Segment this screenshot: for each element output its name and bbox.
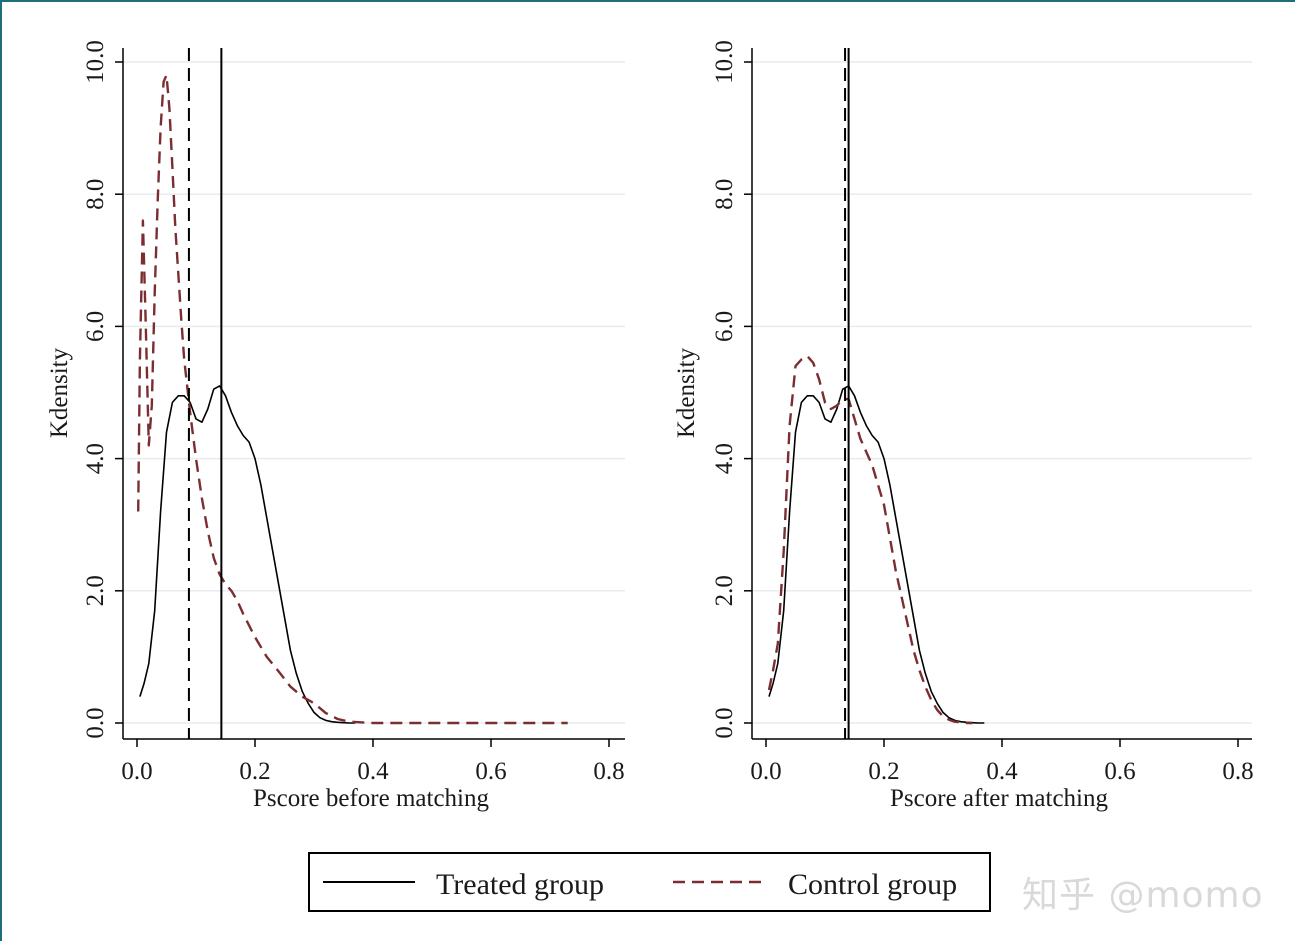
y-axis-title: Kdensity (673, 347, 700, 438)
y-axis-title: Kdensity (46, 347, 73, 438)
y-tick-label: 2.0 (82, 575, 109, 606)
y-tick-label: 4.0 (711, 443, 738, 474)
y-tick-label: 8.0 (711, 179, 738, 210)
y-tick-label: 0.0 (711, 707, 738, 738)
y-tick-label: 6.0 (82, 311, 109, 342)
legend-treated-label: Treated group (436, 868, 604, 901)
chart-panel-2: 0.0 2.0 4.0 6.0 8.0 10.0 0.0 0.2 0.4 0.6 0.8 Pscore… (673, 40, 1254, 812)
x-tick-label: 0.4 (986, 758, 1018, 785)
x-axis-title: Pscore before matching (253, 785, 490, 812)
x-tick-label: 0.2 (239, 758, 270, 785)
x-axis-title: Pscore after matching (890, 785, 1108, 812)
x-tick-label: 0.8 (593, 758, 624, 785)
x-tick-label: 0.4 (357, 758, 389, 785)
y-tick-label: 6.0 (711, 311, 738, 342)
watermark: 知乎 @momo (1022, 875, 1264, 916)
x-tick-label: 0.2 (868, 758, 899, 785)
x-tick-label: 0.8 (1222, 758, 1253, 785)
control-group-curve (767, 354, 973, 725)
y-tick-label: 10.0 (711, 40, 738, 84)
y-tick-label: 8.0 (82, 179, 109, 210)
legend-control-label: Control group (788, 868, 957, 901)
legend-box (308, 852, 991, 912)
y-tick-label: 0.0 (82, 707, 109, 738)
y-tick-label: 2.0 (711, 575, 738, 606)
x-tick-label: 0.0 (750, 758, 781, 785)
chart-panel-1: 0.0 2.0 4.0 6.0 8.0 10.0 0.0 0.2 0.4 0.6 0.8 Pscore… (46, 40, 625, 812)
treated-group-curve (768, 385, 985, 724)
x-tick-label: 0.6 (1104, 758, 1135, 785)
x-tick-label: 0.6 (475, 758, 506, 785)
treated-group-curve (139, 385, 356, 724)
legend: Treated group Control group (308, 852, 991, 912)
control-group-curve (137, 73, 568, 725)
x-tick-label: 0.0 (121, 758, 152, 785)
y-tick-label: 10.0 (82, 40, 109, 84)
y-tick-label: 4.0 (82, 443, 109, 474)
